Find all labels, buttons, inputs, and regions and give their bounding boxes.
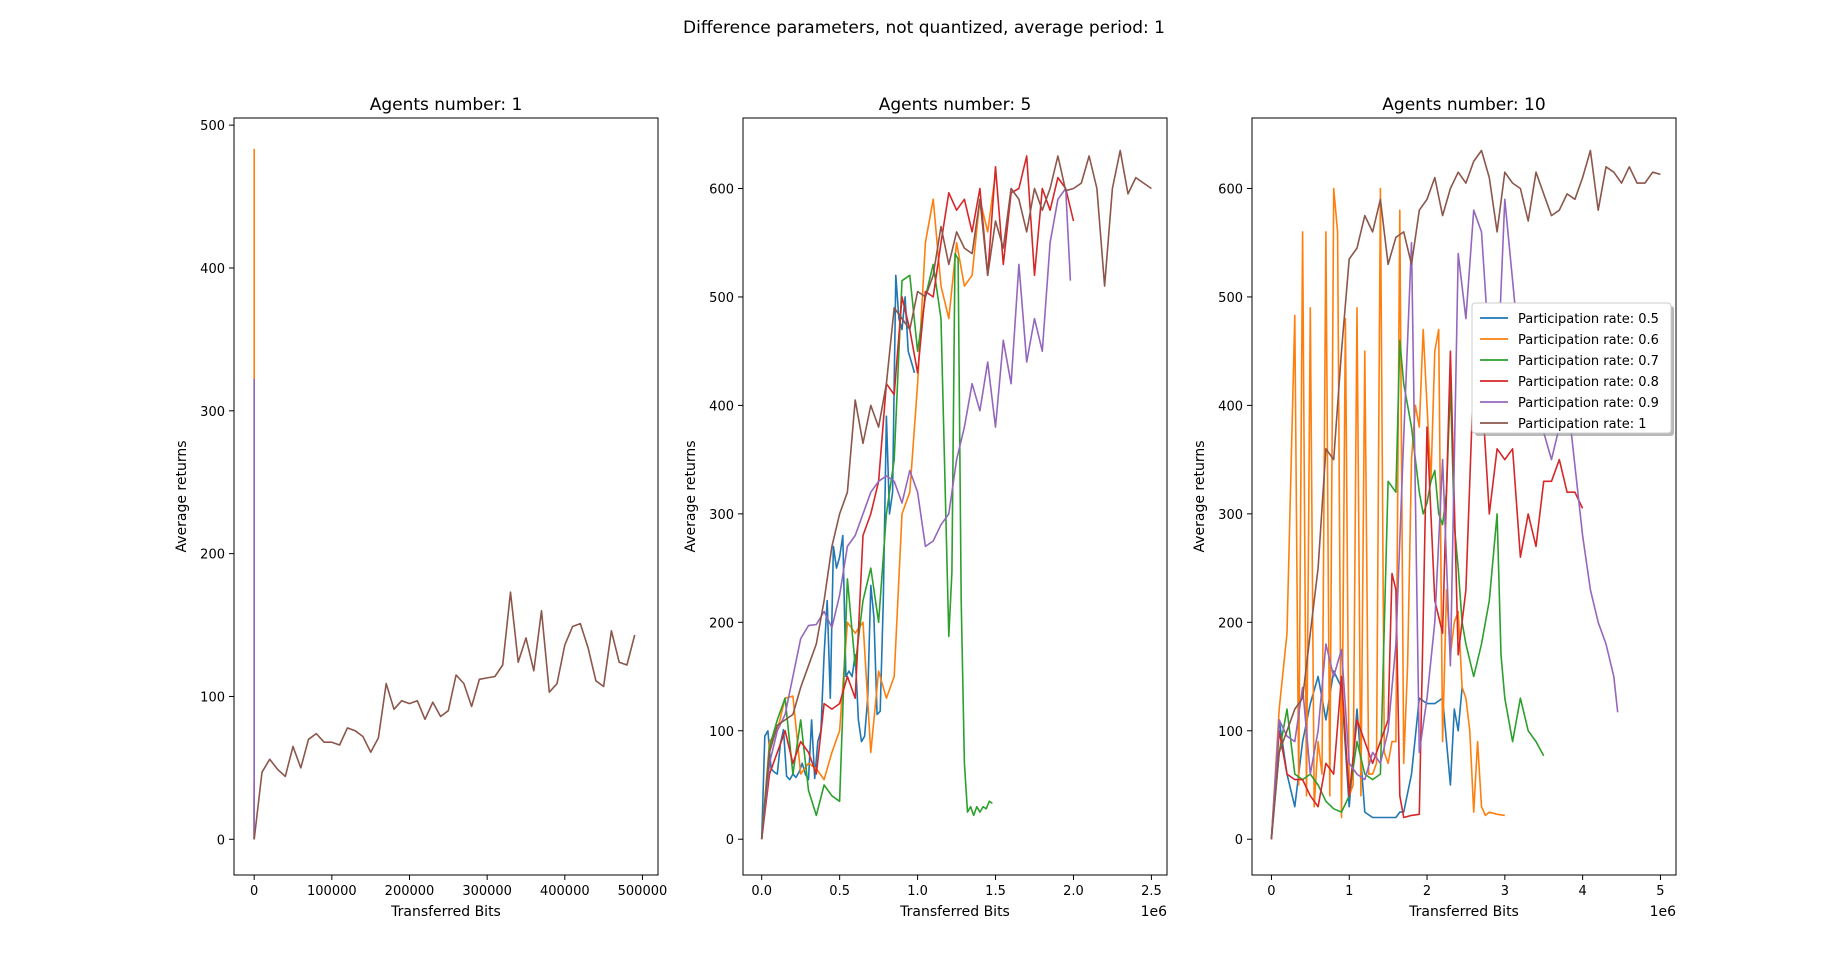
- y-tick-label: 500: [200, 119, 225, 134]
- x-tick-label: 5: [1656, 884, 1664, 899]
- series-line-0-6: [1270, 187, 1505, 840]
- x-axis-label: Transferred Bits: [390, 904, 501, 920]
- x-tick-label: 0.5: [829, 884, 850, 899]
- x-tick-label: 0.0: [751, 884, 772, 899]
- legend-entry-label: Participation rate: 0.6: [1518, 333, 1659, 348]
- x-tick-label: 300000: [462, 884, 512, 899]
- series-group: [253, 148, 636, 840]
- y-tick-label: 100: [1218, 725, 1243, 740]
- x-axis-label: Transferred Bits: [1408, 904, 1519, 920]
- x-tick-label: 1.0: [907, 884, 928, 899]
- panel-agents-10: 0 1 2 3 4 5 0 100 200 300 400 500 600 Agents number: …: [1192, 95, 1677, 920]
- x-tick-label: 500000: [618, 884, 668, 899]
- axes-frame: [233, 117, 659, 876]
- series-line-0-8: [1270, 350, 1584, 840]
- series-group: [760, 149, 1152, 840]
- x-tick-label: 2: [1423, 884, 1431, 899]
- figure-suptitle: Difference parameters, not quantized, av…: [683, 18, 1165, 38]
- y-tick-label: 600: [709, 182, 734, 197]
- x-axis-offset-label: 1e6: [1141, 904, 1168, 920]
- y-tick-label: 0: [726, 833, 734, 848]
- axes-frame: [742, 117, 1168, 876]
- y-tick-label: 100: [200, 690, 225, 705]
- series-line-1: [1270, 149, 1661, 840]
- y-tick-label: 200: [200, 548, 225, 563]
- y-tick-label: 400: [709, 399, 734, 414]
- y-tick-label: 500: [1218, 291, 1243, 306]
- x-tick-label: 1.5: [985, 884, 1006, 899]
- y-tick-label: 400: [200, 262, 225, 277]
- y-tick-label: 0: [217, 833, 225, 848]
- legend-entry-label: Participation rate: 0.8: [1518, 375, 1659, 390]
- series-line-1: [253, 591, 636, 840]
- panel-title: Agents number: 5: [879, 95, 1032, 115]
- x-tick-label: 3: [1501, 884, 1509, 899]
- y-tick-label: 100: [709, 725, 734, 740]
- y-tick-label: 200: [709, 616, 734, 631]
- axes-frame: [1251, 117, 1677, 876]
- legend-entry-label: Participation rate: 1: [1518, 417, 1646, 432]
- series-line-0-7: [760, 252, 993, 840]
- x-axis-offset-label: 1e6: [1650, 904, 1677, 920]
- x-tick-label: 1: [1345, 884, 1353, 899]
- plot-background: [234, 118, 658, 875]
- legend: Participation rate: 0.5 Participation rat…: [1471, 302, 1674, 436]
- x-tick-label: 400000: [540, 884, 590, 899]
- series-line-0-9: [760, 187, 1072, 840]
- y-tick-label: 400: [1218, 399, 1243, 414]
- panel-agents-1: 0 100000 200000 300000 400000 500000 0 100 200 30…: [174, 95, 667, 920]
- legend-entry-label: Participation rate: 0.7: [1518, 354, 1659, 369]
- legend-entry-label: Participation rate: 0.5: [1518, 312, 1659, 327]
- y-axis-label: Average returns: [683, 440, 699, 552]
- plot-background: [743, 118, 1167, 875]
- x-tick-label: 0: [250, 884, 258, 899]
- series-line-0-9: [1270, 198, 1619, 840]
- series-line-0-7: [1270, 339, 1545, 840]
- y-tick-label: 300: [709, 508, 734, 523]
- x-tick-label: 2.0: [1063, 884, 1084, 899]
- legend-entry-label: Participation rate: 0.9: [1518, 396, 1659, 411]
- series-line-1: [760, 149, 1152, 840]
- series-line-0-6: [760, 173, 997, 840]
- y-axis-label: Average returns: [174, 440, 190, 552]
- x-tick-label: 100000: [307, 884, 357, 899]
- legend-box: [1471, 302, 1672, 434]
- series-group: [1270, 149, 1661, 840]
- y-tick-label: 300: [1218, 508, 1243, 523]
- plot-background: [1252, 118, 1676, 875]
- y-tick-label: 300: [200, 405, 225, 420]
- x-tick-label: 200000: [385, 884, 435, 899]
- x-tick-label: 0: [1267, 884, 1275, 899]
- x-tick-label: 4: [1579, 884, 1587, 899]
- panel-title: Agents number: 10: [1382, 95, 1545, 115]
- y-axis-label: Average returns: [1192, 440, 1208, 552]
- panel-title: Agents number: 1: [370, 95, 523, 115]
- x-tick-label: 2.5: [1141, 884, 1162, 899]
- series-line-0-8: [760, 155, 1075, 840]
- y-tick-label: 0: [1235, 833, 1243, 848]
- y-tick-label: 600: [1218, 182, 1243, 197]
- panel-agents-5: 0.0 0.5 1.0 1.5 2.0 2.5 0 100 200 300 400 500 600 Age…: [683, 95, 1168, 920]
- y-tick-label: 200: [1218, 616, 1243, 631]
- y-tick-label: 500: [709, 291, 734, 306]
- x-axis-label: Transferred Bits: [899, 904, 1010, 920]
